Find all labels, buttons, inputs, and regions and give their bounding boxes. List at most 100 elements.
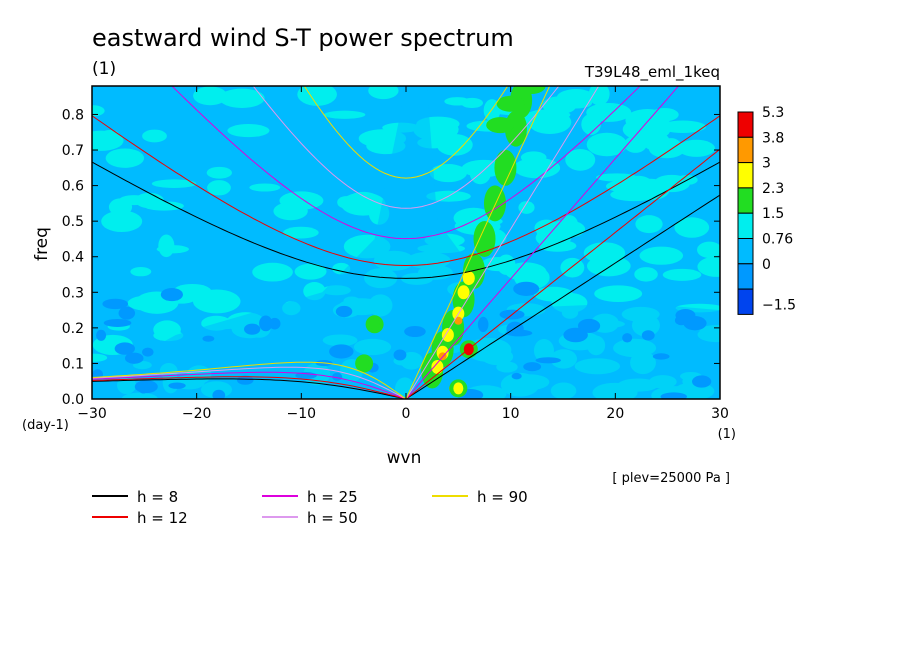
- field-patch: [692, 375, 712, 388]
- field-patch: [103, 318, 132, 327]
- field-patch: [674, 217, 710, 238]
- y-tick-label: 0.7: [62, 143, 84, 159]
- field-patch: [368, 86, 399, 100]
- kelvin-wave-curve: [405, 86, 551, 399]
- y-tick-label: 0.0: [62, 392, 84, 408]
- field-patch: [212, 389, 226, 399]
- y-tick-label: 0.5: [62, 214, 84, 230]
- power-field: [92, 86, 720, 399]
- y-tick-label: 0.4: [62, 250, 84, 266]
- field-patch: [207, 180, 231, 196]
- inertia-gravity-curve: [92, 115, 720, 267]
- field-patch: [583, 242, 626, 264]
- colorbar-segment: [737, 238, 754, 265]
- inertia-gravity-curve: [303, 86, 509, 179]
- field-patch: [127, 295, 164, 311]
- y-axis-unit: (day-1): [22, 418, 69, 433]
- field-patch: [244, 323, 261, 335]
- colorbar-segment: [737, 136, 754, 164]
- x-tick-label: −20: [182, 406, 212, 422]
- field-patch: [156, 245, 189, 254]
- dispersion-curves: [92, 86, 720, 399]
- field-patch: [227, 124, 270, 138]
- field-patch: [594, 285, 643, 303]
- legend-label: h = 90: [477, 488, 528, 506]
- x-axis-label: wvn: [387, 448, 422, 468]
- field-patch: [151, 179, 197, 188]
- ridge-core: [441, 327, 454, 342]
- y-tick-label: 0.8: [62, 107, 84, 123]
- field-patch: [535, 357, 561, 364]
- colorbar-label: 1.5: [762, 206, 784, 222]
- rossby-wave-curve: [92, 378, 407, 399]
- field-patch: [102, 298, 129, 310]
- kelvin-wave-curve: [405, 86, 600, 399]
- y-tick-label: 0.3: [62, 285, 84, 301]
- x-tick-label: 0: [402, 406, 411, 422]
- field-patch: [283, 226, 319, 239]
- colorbar-label: 3.8: [762, 130, 784, 146]
- plot-area: [91, 85, 721, 400]
- legend-label: h = 25: [307, 488, 358, 506]
- field-patch: [92, 105, 105, 117]
- field-patch: [252, 262, 293, 282]
- field-patch: [697, 256, 720, 277]
- maximum-spot: [359, 357, 370, 370]
- field-patch: [236, 375, 254, 385]
- colorbar-label: 5.3: [762, 105, 784, 121]
- maximum-spot: [453, 382, 464, 395]
- field-patch: [335, 305, 353, 318]
- field-patch: [586, 132, 627, 157]
- ridge-patch: [473, 220, 496, 257]
- axes: −30 −20 −10 0 10 20 30 0.0 0.1 0.2 0.3 0.4 0.5 0.6 0.7…: [62, 86, 729, 422]
- colorbar-segment: [737, 288, 754, 315]
- field-patch: [535, 228, 572, 248]
- field-patch: [477, 316, 489, 333]
- field-patch: [675, 309, 696, 322]
- field-patch: [105, 148, 145, 168]
- field-patch: [659, 120, 707, 133]
- field-patch: [219, 88, 265, 109]
- field-patch: [639, 246, 684, 265]
- field-patch: [404, 325, 426, 337]
- colorbar-label: 0.76: [762, 232, 793, 248]
- colorbar-label: 2.3: [762, 181, 784, 197]
- ridge-patch: [486, 117, 515, 134]
- x-tick-label: 30: [711, 406, 729, 422]
- colorbar-segment: [737, 111, 754, 138]
- ridge-patch: [517, 86, 546, 94]
- field-patch: [677, 139, 716, 157]
- kelvin-wave-curve: [405, 148, 720, 399]
- rossby-wave-curve: [92, 361, 407, 399]
- title-unit: (1): [92, 59, 116, 79]
- field-patch: [130, 267, 152, 277]
- inertia-gravity-curve: [171, 86, 641, 240]
- field-patch: [142, 347, 154, 357]
- ridge-core: [462, 271, 475, 286]
- field-patch: [124, 352, 144, 364]
- rossby-wave-curve: [92, 366, 407, 399]
- field-patch: [641, 330, 655, 341]
- field-patch: [586, 103, 632, 122]
- field-patch: [662, 268, 702, 281]
- y-tick-label: 0.2: [62, 321, 84, 337]
- ridge-core: [457, 285, 470, 300]
- field-patch: [697, 241, 720, 258]
- field-patch: [643, 132, 670, 152]
- rossby-wave-curve: [92, 371, 407, 399]
- field-patch: [358, 129, 407, 148]
- run-label: T39L48_eml_1keq: [584, 63, 720, 82]
- field-patch: [202, 335, 215, 342]
- field-patch: [269, 317, 281, 330]
- field-patch: [631, 178, 670, 201]
- colorbar-segment: [737, 263, 754, 290]
- x-axis-unit: (1): [718, 427, 736, 442]
- ridge-core: [454, 316, 463, 325]
- field-patch: [92, 353, 108, 362]
- field-patch: [96, 329, 107, 341]
- field-patch: [153, 320, 181, 339]
- y-axis-label: freq: [32, 227, 52, 261]
- field-patch: [279, 191, 324, 210]
- field-patch: [294, 263, 327, 280]
- field-patch: [563, 327, 588, 343]
